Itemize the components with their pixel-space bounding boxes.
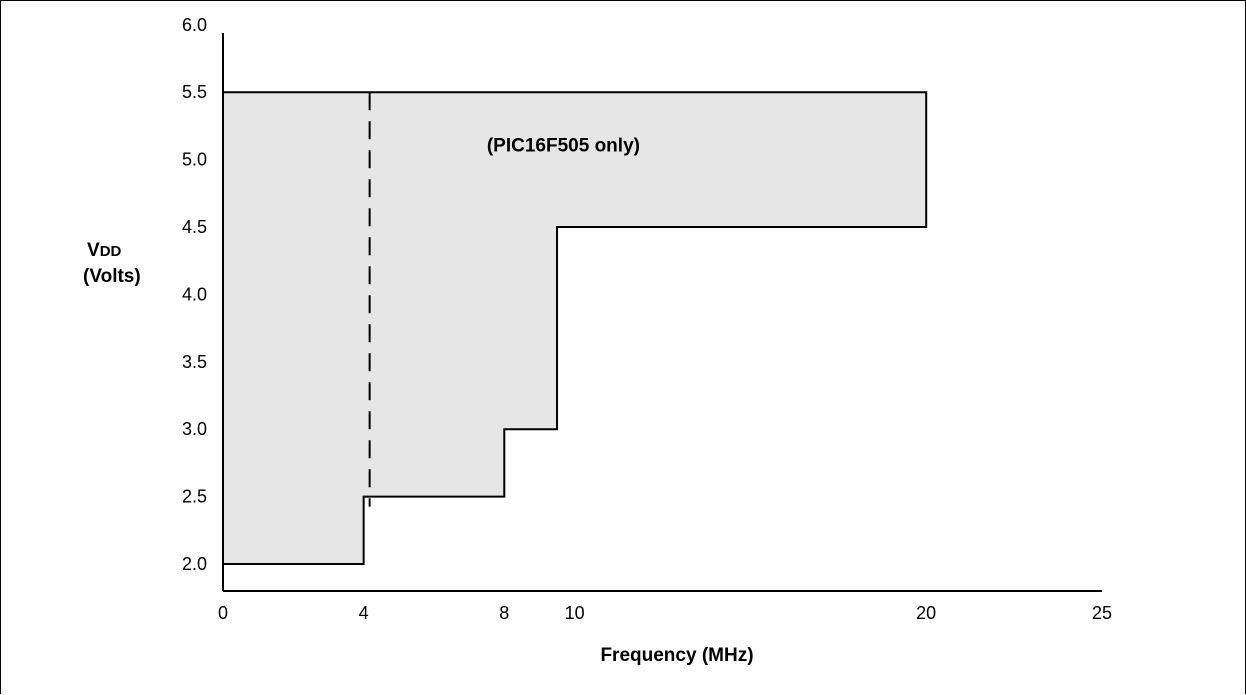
y-axis-title: VDD	[87, 240, 122, 261]
x-tick-label: 20	[916, 603, 936, 623]
y-axis-units: (Volts)	[83, 266, 141, 287]
y-tick-label: 6.0	[182, 15, 207, 35]
x-tick-label: 4	[359, 603, 369, 623]
operating-region-layer	[222, 91, 928, 565]
operating-region-area	[222, 91, 928, 565]
label-layer: Frequency (MHz) VDD (Volts) (PIC16F505 only…	[83, 136, 754, 666]
y-tick-label: 4.0	[182, 284, 207, 304]
tick-label-layer: 2.0 2.5 3.0 3.5 4.0 4.5 5.0 5.5 6.0 0 4 8 10 20 25	[182, 15, 1112, 623]
x-axis-title: Frequency (MHz)	[600, 645, 753, 666]
y-axis-title-main: V	[87, 240, 100, 261]
x-tick-label: 0	[218, 603, 228, 623]
y-tick-label: 3.5	[182, 352, 207, 372]
y-tick-label: 2.5	[182, 487, 207, 507]
x-tick-label: 25	[1092, 603, 1112, 623]
axis-layer	[222, 33, 1102, 592]
x-tick-label: 10	[565, 603, 585, 623]
y-tick-label: 5.5	[182, 82, 207, 102]
y-tick-label: 2.0	[182, 554, 207, 574]
region-annotation: (PIC16F505 only)	[487, 136, 640, 157]
y-tick-label: 5.0	[182, 150, 207, 170]
y-axis-title-subscript: DD	[100, 243, 122, 260]
y-tick-label: 4.5	[182, 217, 207, 237]
x-tick-label: 8	[499, 603, 509, 623]
y-tick-label: 3.0	[182, 419, 207, 439]
